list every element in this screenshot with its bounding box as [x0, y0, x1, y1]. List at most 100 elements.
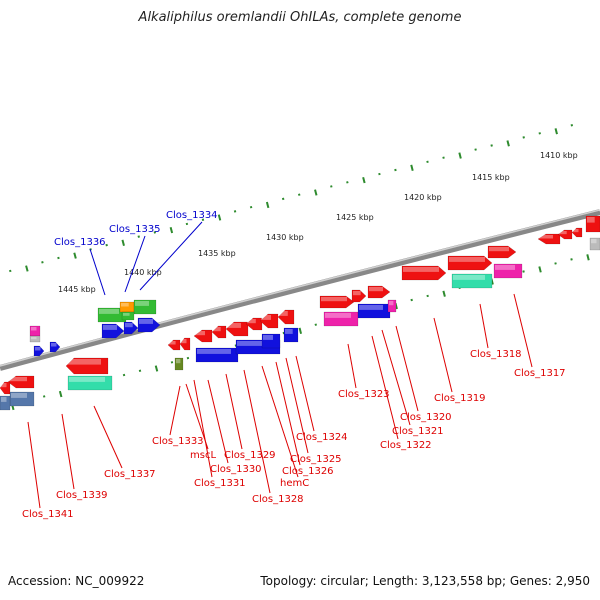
gene-block — [121, 311, 135, 321]
gene-arrow-gloss — [195, 331, 205, 336]
scale-tick-outer — [73, 252, 77, 259]
gene-arrow — [49, 341, 61, 353]
label-leader — [347, 343, 357, 389]
gene-label: Clos_1330 — [210, 464, 262, 475]
label-leader — [27, 421, 41, 509]
gene-label: Clos_1329 — [224, 450, 276, 461]
gene-arrow — [245, 317, 263, 331]
gene-arrow — [367, 285, 391, 299]
gene-arrow-gloss — [489, 247, 509, 252]
gene-arrow-gloss — [35, 347, 41, 351]
gene-arrow — [557, 229, 573, 240]
scale-tick-outer — [281, 197, 285, 201]
gene-label: Clos_1318 — [470, 349, 522, 360]
gene-label: Clos_1337 — [104, 469, 156, 480]
label-leader — [207, 379, 229, 464]
label-leader — [89, 248, 106, 296]
gene-arrow — [193, 329, 213, 343]
scale-tick-outer — [185, 222, 189, 226]
scale-tick-outer — [169, 226, 174, 234]
gene-label: Clos_1328 — [252, 494, 304, 505]
gene-arrow — [123, 321, 139, 335]
scale-tick-outer — [410, 164, 414, 171]
label-leader — [295, 355, 315, 432]
gene-label: mscL — [190, 450, 216, 461]
scale-tick-inner — [154, 365, 159, 372]
label-leader — [285, 357, 309, 454]
gene-block — [357, 303, 391, 319]
gene-arrow-gloss — [9, 377, 27, 382]
gene-block — [0, 395, 11, 411]
gene-arrow — [585, 215, 600, 233]
genome-backbone — [0, 209, 600, 371]
scale-tick-outer — [458, 152, 462, 159]
scale-tick-inner — [170, 361, 174, 364]
scale-tick-inner — [538, 266, 542, 273]
scale-tick-outer — [105, 243, 108, 247]
genome-title: Alkaliphilus oremlandii OhILAs, complete… — [138, 10, 462, 25]
scale-tick-outer — [249, 205, 253, 209]
label-leader — [139, 221, 203, 291]
scale-tick-inner — [282, 331, 286, 335]
accession-label: Accession: NC_009922 — [8, 574, 145, 588]
scale-label: 1430 kbp — [266, 233, 304, 242]
gene-arrow-gloss — [369, 287, 383, 292]
gene-arrow-gloss — [539, 235, 553, 239]
scale-tick-inner — [122, 373, 126, 377]
gene-label: Clos_1325 — [290, 454, 342, 465]
scale-tick-inner — [314, 323, 317, 326]
gene-block-gloss — [31, 337, 37, 340]
gene-arrow-gloss — [247, 319, 256, 324]
gene-block-gloss — [237, 341, 273, 346]
gene-arrow-gloss — [181, 339, 187, 344]
scale-tick-inner — [186, 356, 190, 360]
scale-tick-outer — [233, 210, 237, 213]
genome-backbone-highlight — [0, 209, 600, 367]
gene-label: Clos_1322 — [380, 440, 432, 451]
scale-tick-outer — [506, 140, 510, 147]
gene-label: Clos_1326 — [282, 466, 334, 477]
gene-block-gloss — [135, 301, 149, 306]
gene-arrow — [137, 317, 161, 333]
gene-arrow-gloss — [213, 327, 221, 332]
gene-arrow-gloss — [125, 323, 133, 328]
gene-block — [174, 357, 184, 371]
gene-arrow — [401, 265, 447, 281]
gene-label: Clos_1331 — [194, 478, 246, 489]
gene-label: Clos_1339 — [56, 490, 108, 501]
gene-arrow — [179, 337, 191, 351]
gene-arrow — [571, 227, 583, 238]
gene-block — [261, 333, 281, 349]
gene-block — [387, 299, 397, 313]
scale-tick-outer — [217, 214, 222, 221]
gene-arrow-gloss — [51, 343, 57, 347]
gene-arrow-gloss — [279, 311, 288, 316]
scale-tick-inner — [58, 390, 63, 398]
scale-tick-outer — [201, 218, 205, 221]
gene-block — [133, 299, 157, 315]
gene-block-gloss — [325, 313, 351, 318]
scale-tick-inner — [138, 369, 142, 372]
scale-tick-outer — [25, 265, 29, 272]
genome-summary: Topology: circular; Length: 3,123,558 bp… — [260, 574, 590, 588]
label-leader — [381, 329, 411, 426]
gene-arrow — [225, 321, 249, 337]
gene-arrow-gloss — [169, 341, 176, 345]
gene-arrow-gloss — [261, 315, 271, 320]
label-leader — [61, 413, 75, 490]
gene-arrow — [487, 245, 517, 259]
gene-block — [323, 311, 359, 327]
label-leader — [225, 373, 243, 450]
gene-block-gloss — [11, 393, 27, 398]
scale-tick-outer — [314, 189, 318, 196]
gene-label: Clos_1334 — [166, 210, 218, 221]
label-leader — [479, 303, 489, 349]
gene-block-gloss — [453, 275, 485, 280]
gene-arrow-gloss — [449, 257, 485, 262]
gene-arrow-gloss — [1, 383, 7, 388]
gene-block-gloss — [591, 239, 597, 244]
gene-block-gloss — [1, 397, 7, 402]
scale-tick-outer — [265, 201, 270, 209]
gene-label: hemC — [280, 478, 309, 489]
label-leader — [371, 335, 399, 440]
